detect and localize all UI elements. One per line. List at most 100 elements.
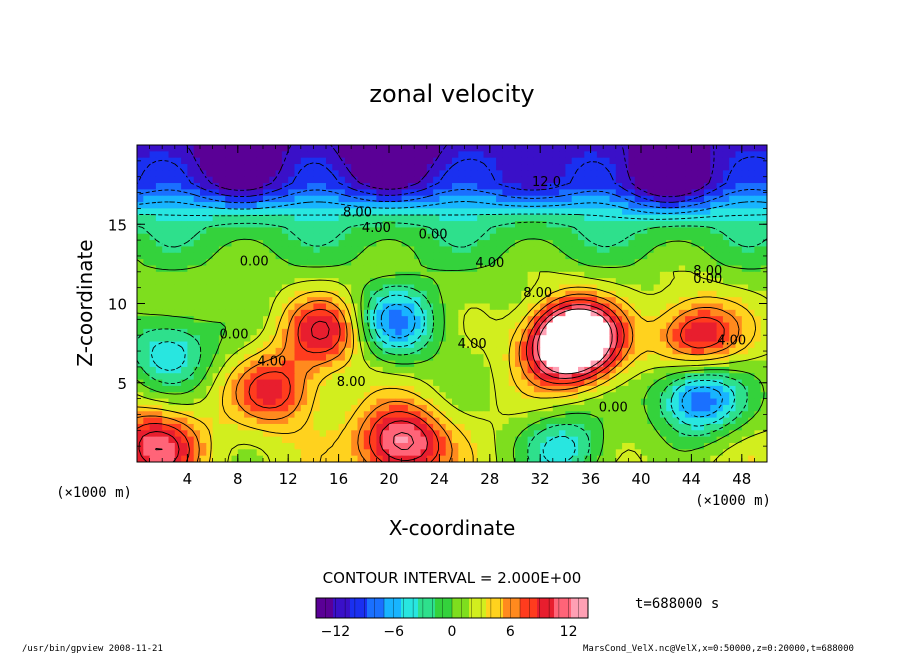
- field-cell: [647, 417, 655, 425]
- field-cell: [760, 233, 767, 241]
- field-cell: [269, 240, 277, 248]
- field-cell: [590, 246, 598, 254]
- field-cell: [149, 227, 157, 235]
- field-cell: [426, 316, 434, 324]
- field-cell: [716, 265, 724, 273]
- field-cell: [363, 183, 371, 190]
- field-cell: [256, 189, 264, 197]
- field-cell: [552, 449, 560, 457]
- field-cell: [678, 455, 686, 462]
- field-cell: [596, 271, 604, 279]
- field-cell: [256, 233, 264, 241]
- field-cell: [704, 404, 711, 412]
- field-cell: [741, 240, 749, 248]
- field-cell: [672, 354, 680, 362]
- field-cell: [722, 366, 730, 374]
- field-cell: [294, 366, 302, 374]
- field-cell: [571, 297, 579, 305]
- field-cell: [741, 246, 749, 254]
- field-cell: [590, 430, 598, 438]
- field-cell: [225, 430, 233, 438]
- field-cell: [225, 221, 233, 229]
- field-cell: [659, 436, 667, 444]
- field-cell: [389, 290, 396, 298]
- field-cell: [332, 240, 340, 248]
- field-cell: [445, 347, 453, 355]
- field-cell: [760, 366, 767, 374]
- field-cell: [420, 385, 428, 393]
- field-cell: [559, 233, 566, 241]
- field-cell: [326, 379, 333, 387]
- field-cell: [571, 309, 579, 317]
- field-cell: [634, 252, 642, 260]
- field-cell: [351, 449, 359, 457]
- field-cell: [464, 360, 472, 368]
- field-cell: [426, 170, 434, 178]
- field-cell: [603, 436, 611, 444]
- field-cell: [729, 278, 737, 286]
- field-cell: [716, 404, 724, 412]
- field-cell: [174, 202, 182, 209]
- field-cell: [515, 151, 522, 159]
- field-cell: [458, 398, 466, 406]
- field-cell: [565, 373, 573, 381]
- field-cell: [344, 290, 352, 298]
- field-cell: [735, 303, 743, 311]
- field-cell: [338, 265, 346, 273]
- field-cell: [735, 271, 743, 279]
- field-cell: [603, 398, 611, 406]
- field-cell: [546, 284, 554, 292]
- field-cell: [414, 316, 422, 324]
- field-cell: [269, 246, 277, 254]
- field-cell: [559, 290, 566, 298]
- field-cell: [502, 455, 510, 462]
- field-cell: [464, 398, 472, 406]
- field-cell: [754, 170, 762, 178]
- field-cell: [281, 221, 289, 229]
- field-cell: [382, 360, 390, 368]
- field-cell: [294, 195, 302, 203]
- field-cell: [445, 411, 453, 419]
- field-cell: [263, 278, 270, 286]
- field-cell: [729, 157, 737, 165]
- field-cell: [426, 309, 434, 317]
- field-cell: [389, 183, 396, 190]
- field-cell: [527, 195, 535, 203]
- field-cell: [218, 157, 226, 165]
- field-cell: [710, 398, 718, 406]
- field-cell: [641, 411, 648, 419]
- field-cell: [571, 145, 579, 152]
- field-cell: [710, 208, 718, 216]
- field-cell: [351, 195, 359, 203]
- field-cell: [407, 430, 415, 438]
- field-cell: [502, 423, 510, 431]
- field-cell: [294, 379, 302, 387]
- field-cell: [603, 290, 611, 298]
- field-cell: [464, 202, 472, 209]
- field-cell: [647, 170, 655, 178]
- field-cell: [565, 214, 573, 222]
- field-cell: [716, 202, 724, 209]
- field-cell: [187, 354, 195, 362]
- field-cell: [288, 221, 296, 229]
- field-cell: [187, 455, 195, 462]
- field-cell: [445, 303, 453, 311]
- field-cell: [571, 436, 579, 444]
- field-cell: [710, 436, 718, 444]
- field-cell: [533, 278, 541, 286]
- field-cell: [508, 259, 516, 267]
- field-cell: [641, 442, 648, 450]
- field-cell: [407, 316, 415, 324]
- field-cell: [754, 259, 762, 267]
- field-cell: [615, 328, 623, 336]
- field-cell: [206, 436, 214, 444]
- field-cell: [527, 208, 535, 216]
- field-cell: [414, 398, 422, 406]
- field-cell: [540, 164, 548, 171]
- field-cell: [470, 303, 478, 311]
- field-cell: [256, 449, 264, 457]
- field-cell: [628, 404, 636, 412]
- field-cell: [678, 221, 686, 229]
- field-cell: [319, 417, 327, 425]
- field-cell: [319, 316, 327, 324]
